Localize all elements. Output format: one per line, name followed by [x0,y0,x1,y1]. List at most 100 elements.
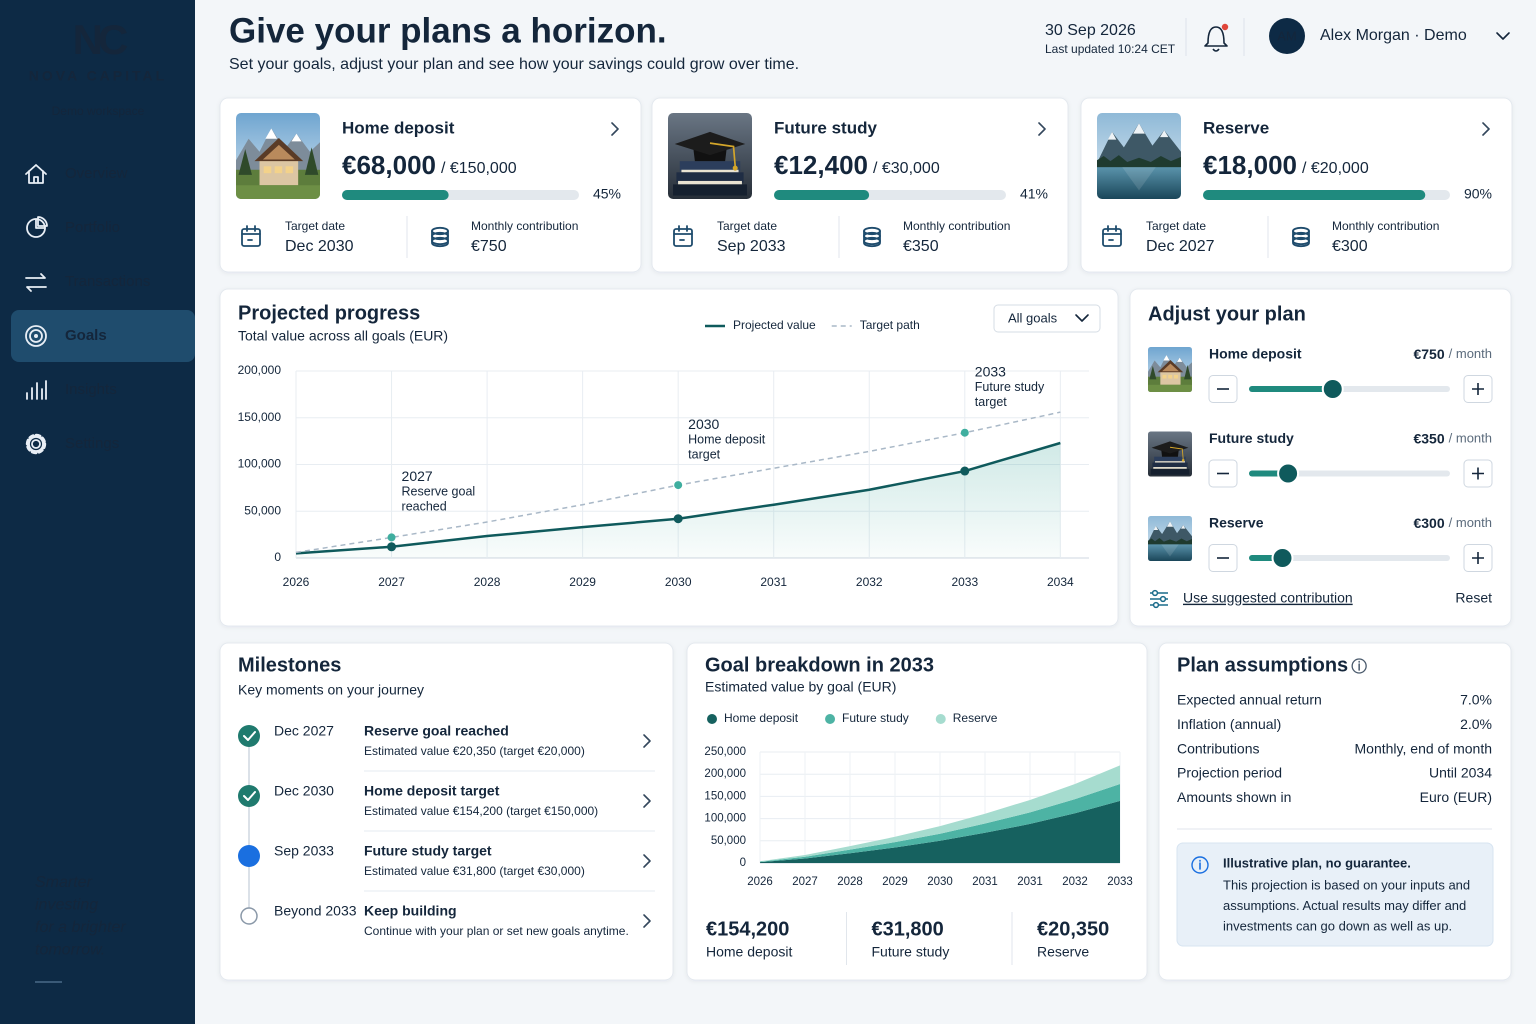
card-subtitle: Estimated value by goal (EUR) [705,679,896,695]
goal-card[interactable]: Reserve €18,000 / €20,000 90% Target date Dec… [1080,97,1513,273]
icon-coins [1292,230,1310,248]
photo-tree [1149,365,1157,380]
photo-book [1152,462,1188,468]
annotation-text: 2033 [975,363,1006,379]
info-icon [1351,658,1367,674]
progress-label: 90% [1464,186,1492,202]
y-tick-label: 200,000 [238,363,282,377]
progress-fill [774,190,870,200]
milestones-card: Milestones Key moments on your journey Dec… [219,642,674,981]
note-box [1176,842,1494,947]
slider-track [1249,555,1450,561]
dropdown-box [993,304,1101,333]
icon-calendar [673,228,693,247]
assumption-label: Projection period [1177,765,1282,781]
goal-target: / €20,000 [1302,160,1369,177]
legend-label: Home deposit [724,711,799,725]
target-date: Sep 2033 [717,238,786,255]
photo-trees [1148,538,1192,545]
area [760,800,1120,863]
milestone-detail: Estimated value €154,200 (target €150,00… [364,804,598,818]
icon-calendar [241,225,261,241]
legend-label: Future study [842,711,909,725]
x-tick-label: 2034 [1047,575,1074,589]
decrease-button[interactable] [1208,459,1238,488]
milestone-date: Beyond 2033 [274,903,357,919]
projected-progress-card: Projected progress Total value across all… [219,288,1119,627]
icon-calendar [673,225,693,241]
photo-reflection [1161,544,1179,557]
nav-item[interactable]: Overview [25,164,128,184]
milestone-row[interactable]: Beyond 2033 Keep building Continue with yo… [240,903,651,938]
icon-part [29,329,43,343]
nav-label: Goals [65,327,107,344]
reset-link[interactable]: Reset [1455,590,1492,606]
adjust-plan-card: Adjust your plan Home deposit €750 / month F… [1129,288,1512,627]
note-title: Illustrative plan, no guarantee. [1223,855,1411,870]
suggest-link[interactable]: Use suggested contribution [1150,590,1353,609]
plan-contribution: €350 / month [1413,430,1492,446]
photo-water [1097,167,1181,199]
photo-trees [1097,155,1181,169]
x-tick-label: 2031 [760,575,787,589]
photo-book [679,161,741,172]
nav-item[interactable]: Goals [11,310,195,362]
photo-snow [265,128,278,139]
decrease-button[interactable] [1208,544,1238,572]
tagline: investing [35,897,98,914]
area [296,442,1061,558]
notifications-button[interactable] [1204,23,1229,52]
milestone-detail: Estimated value €20,350 (target €20,000) [364,744,585,758]
progress-label: 45% [593,186,621,202]
point-marker [960,466,970,476]
milestone-detail: Continue with your plan or set new goals… [364,924,629,938]
photo-tassel-end [732,165,738,171]
chevron [1038,122,1046,136]
milestone-row[interactable]: Dec 2030 Home deposit target Estimated val… [238,783,651,818]
increase-button[interactable] [1463,459,1493,488]
photo-window [274,166,283,174]
current-date: 30 Sep 2026 [1045,22,1136,39]
x-tick-label: 2030 [665,575,692,589]
slider-knob [1271,547,1294,569]
nav-item[interactable]: Transactions [25,273,150,292]
plan-goal-name: Future study [1209,430,1294,446]
contribution-slider[interactable] [1249,547,1450,569]
nav-label: Overview [65,165,128,182]
goal-card[interactable]: Home deposit €68,000 / €150,000 45% Target d… [219,97,642,273]
status-upcoming [240,907,258,925]
photo-window [1173,374,1178,379]
increase-button[interactable] [1463,375,1493,403]
increase-button[interactable] [1463,544,1493,572]
note-text: assumptions. Actual results may differ a… [1223,898,1466,913]
icon-calendar [241,228,261,247]
contribution-slider[interactable] [1249,378,1450,400]
milestone-row[interactable]: Dec 2027 Reserve goal reached Estimated va… [238,723,651,758]
nav-item[interactable]: Portfolio [26,216,120,238]
contribution-slider[interactable] [1249,462,1450,485]
point-marker [387,542,397,552]
user-menu[interactable]: AM Alex Morgan · Demo [1269,18,1510,54]
status-current [238,845,260,867]
goal-card[interactable]: Future study €12,400 / €30,000 41% Target da… [651,97,1069,273]
bell-icon [1212,48,1220,52]
milestone-row[interactable]: Sep 2033 Future study target Estimated val… [238,843,651,878]
nav-item[interactable]: Settings [25,433,120,455]
icon-part [28,436,44,452]
progress-label: 41% [1020,186,1048,202]
x-tick-label: 2029 [882,876,908,888]
photo [1097,113,1181,199]
photo-pages [1155,461,1185,463]
goal-filter-dropdown[interactable]: All goals [993,304,1101,333]
note-icon [1191,856,1209,874]
nav-item[interactable]: Insights [26,380,117,400]
x-tick-label: 2033 [951,575,978,589]
annotation-text: target [688,447,720,461]
tagline: for a brighter [35,919,126,936]
contribution-amount: €300 [1413,515,1444,531]
decrease-button[interactable] [1208,375,1238,403]
photo-tree [304,147,319,175]
